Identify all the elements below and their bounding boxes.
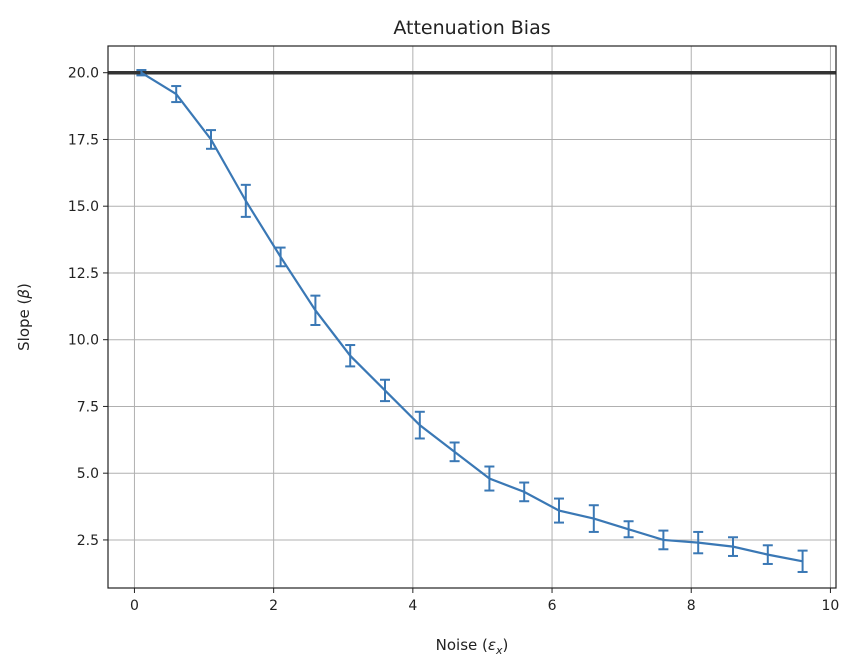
x-tick-label: 6 [548, 598, 557, 614]
x-tick-label: 10 [822, 598, 840, 614]
y-tick-label: 7.5 [77, 399, 99, 415]
x-tick-label: 2 [269, 598, 278, 614]
y-tick-label: 5.0 [77, 466, 99, 482]
error-bar [415, 412, 425, 439]
x-tick-label: 4 [408, 598, 417, 614]
series-group [136, 70, 807, 572]
error-bar [519, 483, 529, 502]
chart-title: Attenuation Bias [393, 17, 550, 39]
y-axis-label: Slope (β) [15, 283, 33, 351]
plot-frame [108, 46, 836, 588]
error-bar [450, 442, 460, 461]
y-tick-label: 10.0 [68, 333, 99, 349]
grid [108, 46, 836, 588]
y-tick-label: 2.5 [77, 533, 99, 549]
x-axis-label: Noise (εx) [436, 636, 509, 657]
y-tick-label: 20.0 [68, 66, 99, 82]
y-tick-label: 17.5 [68, 132, 99, 148]
x-tick-label: 8 [687, 598, 696, 614]
error-bar [345, 345, 355, 366]
error-bar [380, 380, 390, 401]
error-bar [484, 467, 494, 491]
y-tick-label: 15.0 [68, 199, 99, 215]
error-bar [310, 296, 320, 325]
y-tick-label: 12.5 [68, 266, 99, 282]
series-line [141, 73, 802, 562]
x-tick-label: 0 [130, 598, 139, 614]
error-bar [241, 185, 251, 217]
